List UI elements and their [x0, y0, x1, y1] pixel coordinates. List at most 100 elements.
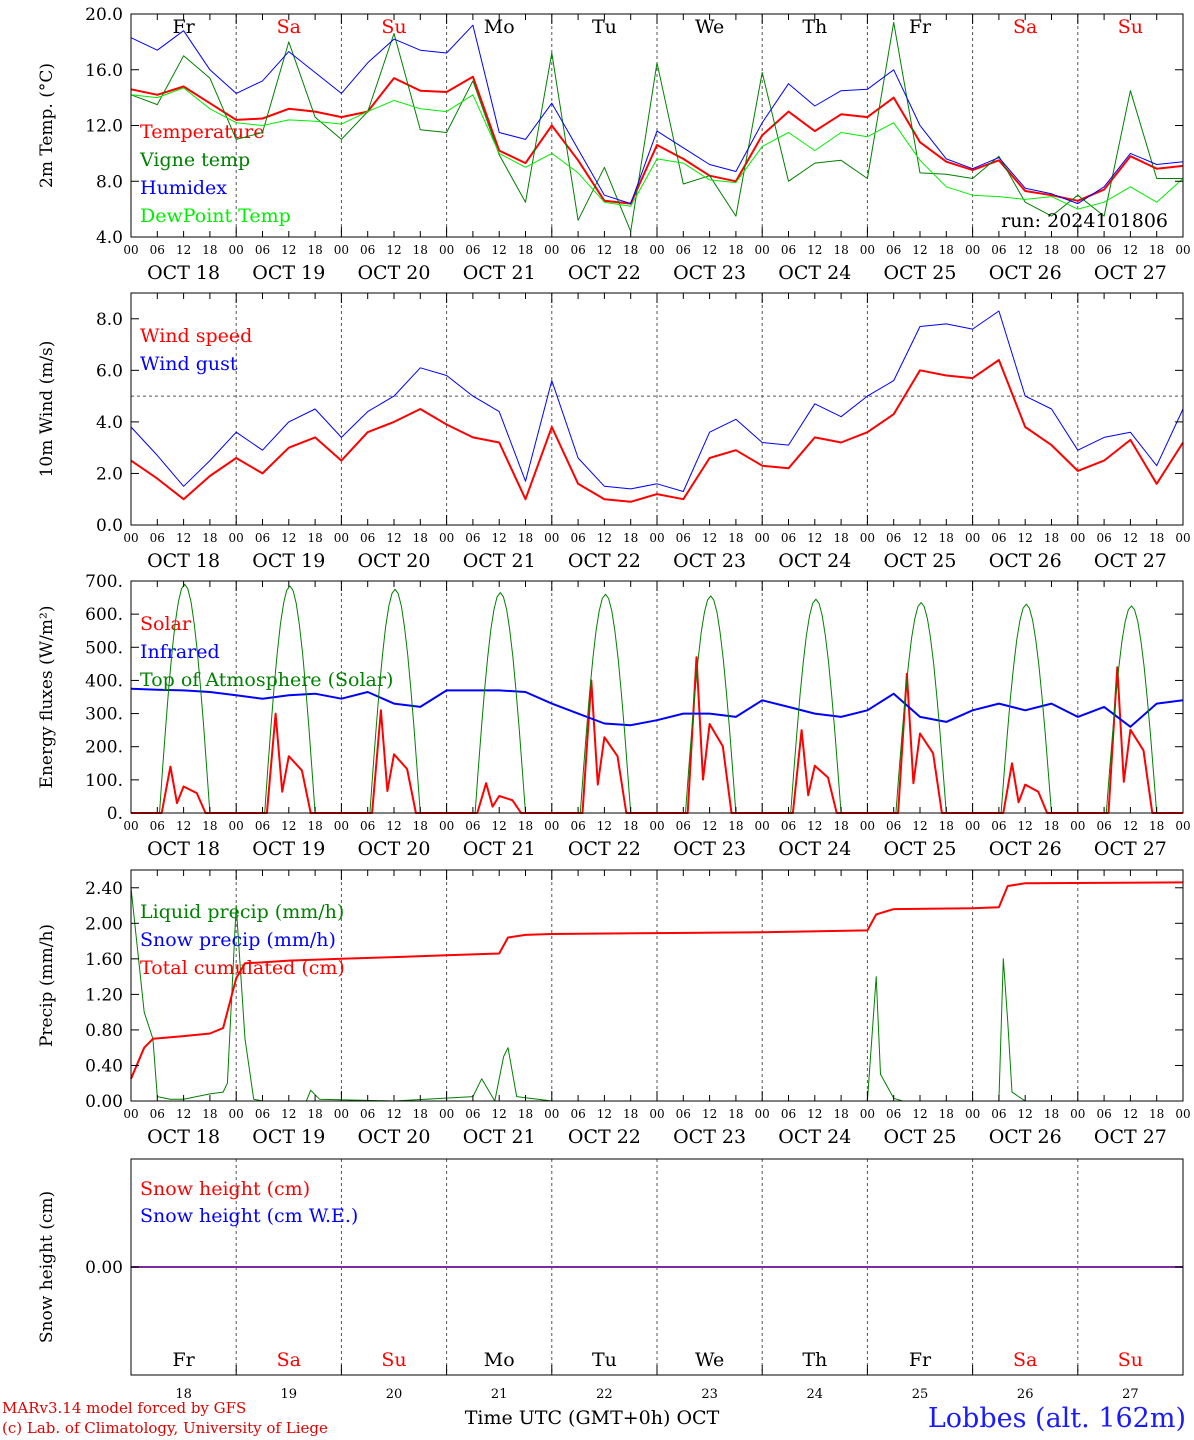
x-hour-label: 18: [413, 531, 428, 545]
x-date-label: OCT 21: [463, 1126, 536, 1148]
x-date-label: OCT 20: [357, 550, 430, 572]
legend-entry: Temperature: [140, 121, 264, 143]
x-hour-label: 12: [176, 1107, 191, 1121]
x-hour-label: 12: [597, 819, 612, 833]
x-hour-label: 06: [781, 1107, 796, 1121]
x-hour-label: 12: [912, 243, 927, 257]
y-tick-label: 200.: [85, 738, 123, 758]
x-hour-label: 12: [1018, 243, 1033, 257]
legend-entry: Snow precip (mm/h): [140, 929, 336, 951]
day-number: 23: [701, 1387, 718, 1402]
x-hour-label: 06: [676, 819, 691, 833]
model-credit: MARv3.14 model forced by GFS: [2, 1399, 247, 1417]
x-hour-label: 18: [202, 819, 217, 833]
y-tick-label: 500.: [85, 638, 123, 658]
day-name: Su: [381, 16, 406, 38]
x-hour-label: 12: [281, 243, 296, 257]
x-hour-label: 00: [755, 243, 770, 257]
x-date-label: OCT 24: [778, 262, 851, 284]
day-number: 20: [386, 1387, 403, 1402]
x-hour-label: 06: [991, 243, 1006, 257]
x-hour-label: 06: [1096, 819, 1111, 833]
x-hour-label: 00: [860, 1107, 875, 1121]
x-date-label: OCT 22: [568, 262, 641, 284]
y-tick-label: 12.0: [85, 117, 123, 137]
day-name: Th: [802, 1349, 827, 1371]
legend-entry: Snow height (cm W.E.): [140, 1205, 358, 1227]
x-date-label: OCT 23: [673, 1126, 746, 1148]
x-hour-label: 06: [886, 819, 901, 833]
x-hour-label: 18: [518, 531, 533, 545]
x-hour-label: 00: [334, 531, 349, 545]
x-hour-label: 06: [465, 531, 480, 545]
x-hour-label: 12: [597, 531, 612, 545]
panel-frame: [130, 13, 1184, 238]
x-hour-label: 00: [1070, 531, 1085, 545]
x-hour-label: 12: [492, 819, 507, 833]
y-tick-label: 0.00: [85, 1258, 123, 1278]
x-hour-label: 12: [492, 1107, 507, 1121]
y-tick-label: 600.: [85, 605, 123, 625]
y-tick-label: 300.: [85, 705, 123, 725]
x-hour-label: 06: [150, 1107, 165, 1121]
legend-entry: Liquid precip (mm/h): [140, 901, 344, 923]
x-hour-label: 06: [465, 1107, 480, 1121]
x-date-label: OCT 26: [989, 262, 1062, 284]
x-hour-label: 06: [991, 819, 1006, 833]
x-hour-label: 00: [439, 243, 454, 257]
x-hour-label: 00: [860, 243, 875, 257]
x-hour-label: 06: [255, 819, 270, 833]
x-hour-label: 18: [413, 243, 428, 257]
y-tick-label: 8.0: [96, 172, 123, 192]
x-hour-label: 12: [807, 819, 822, 833]
x-hour-label: 00: [544, 1107, 559, 1121]
day-number: 18: [175, 1387, 192, 1402]
x-date-label: OCT 25: [883, 262, 956, 284]
x-hour-label: 18: [518, 819, 533, 833]
x-hour-label: 12: [176, 243, 191, 257]
day-name: Tu: [592, 1349, 617, 1371]
x-hour-label: 12: [281, 819, 296, 833]
x-date-label: OCT 27: [1094, 838, 1167, 860]
x-hour-label: 00: [439, 1107, 454, 1121]
x-hour-label: 00: [544, 531, 559, 545]
y-tick-label: 0.: [107, 804, 123, 824]
y-tick-label: 700.: [85, 572, 123, 592]
x-hour-label: 00: [965, 243, 980, 257]
x-hour-label: 18: [728, 243, 743, 257]
series-line-total-cumulated-cm: [130, 881, 1184, 1080]
y-axis-label: Snow height (cm): [37, 1191, 57, 1343]
run-label: run: 2024101806: [1001, 210, 1168, 232]
x-hour-label: 06: [570, 243, 585, 257]
x-date-label: OCT 19: [252, 838, 325, 860]
y-tick-label: 0.40: [85, 1056, 123, 1076]
day-name: Fr: [172, 16, 195, 38]
x-hour-label: 06: [360, 1107, 375, 1121]
x-hour-label: 12: [386, 531, 401, 545]
x-date-label: OCT 25: [883, 550, 956, 572]
x-date-label: OCT 18: [147, 262, 220, 284]
legend-entry: Wind speed: [140, 325, 252, 347]
day-name: Su: [1118, 1349, 1143, 1371]
x-date-label: OCT 23: [673, 838, 746, 860]
series-line-humidex: [130, 24, 1184, 205]
day-name: Sa: [1013, 1349, 1037, 1371]
day-name: Th: [802, 16, 827, 38]
day-name: Sa: [277, 1349, 301, 1371]
lab-credit: (c) Lab. of Climatology, University of L…: [2, 1419, 328, 1437]
x-hour-label: 00: [1175, 531, 1190, 545]
x-date-label: OCT 24: [778, 1126, 851, 1148]
y-tick-label: 2.00: [85, 914, 123, 934]
day-name: Mo: [484, 16, 515, 38]
x-hour-label: 00: [860, 531, 875, 545]
y-tick-label: 20.0: [85, 5, 123, 25]
x-hour-label: 00: [755, 531, 770, 545]
x-hour-label: 12: [1123, 819, 1138, 833]
legend-entry: DewPoint Temp: [140, 205, 291, 227]
day-number: 27: [1122, 1387, 1139, 1402]
x-hour-label: 00: [544, 243, 559, 257]
x-hour-label: 18: [413, 1107, 428, 1121]
day-number: 22: [596, 1387, 613, 1402]
x-hour-label: 18: [623, 1107, 638, 1121]
